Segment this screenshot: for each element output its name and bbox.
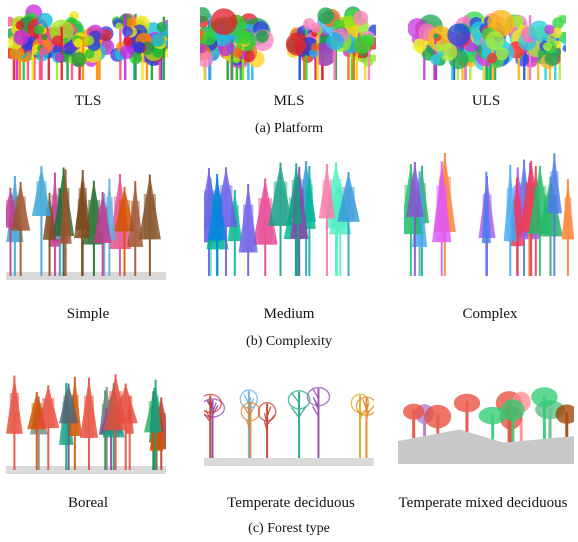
tree-point-cloud (59, 169, 72, 276)
tree-point-cloud (293, 176, 302, 276)
tree-point-cloud (138, 174, 161, 276)
tree-point-cloud (125, 396, 134, 470)
tree-point-cloud (37, 385, 60, 470)
tree-point-cloud (537, 38, 559, 80)
caption-platform: (a) Platform (254, 121, 324, 136)
panel-medium-image (204, 158, 374, 280)
tree-point-cloud (149, 379, 162, 470)
tree-point-cloud (93, 191, 112, 276)
tree-point-cloud (240, 401, 261, 458)
tree-point-cloud (309, 22, 323, 80)
tree-point-cloud (306, 386, 331, 458)
tree-point-cloud (207, 173, 227, 276)
tree-point-cloud (478, 406, 507, 440)
tree-point-cloud (79, 377, 99, 470)
tree-point-cloud (355, 396, 374, 458)
tree-point-cloud (85, 24, 114, 80)
tree-point-cloud (403, 403, 425, 439)
panel-mls-image (200, 2, 376, 84)
tree-point-cloud (8, 19, 33, 81)
tree-point-cloud (546, 153, 562, 276)
tree-point-cloud (406, 161, 424, 276)
label-boreal: Boreal (68, 495, 108, 511)
tree-point-cloud (204, 398, 226, 458)
tree-point-cloud (11, 182, 31, 276)
tree-point-cloud (317, 7, 352, 80)
tree-point-cloud (481, 27, 510, 80)
tree-point-cloud (151, 16, 168, 80)
tree-point-cloud (555, 404, 574, 437)
panel-tls-image (8, 4, 168, 84)
tree-point-cloud (75, 169, 91, 276)
tree-point-cloud (268, 162, 293, 276)
tree-point-cloud (58, 383, 79, 470)
label-simple: Simple (66, 306, 110, 322)
tree-point-cloud (71, 35, 95, 80)
tree-point-cloud (285, 18, 321, 80)
tree-point-cloud (503, 164, 517, 276)
caption-complexity: (b) Complexity (246, 334, 332, 349)
tree-point-cloud (302, 165, 316, 276)
panel-uls-image (408, 8, 566, 84)
tree-point-cloud (239, 389, 259, 458)
tree-point-cloud (6, 375, 23, 470)
tree-point-cloud (114, 186, 135, 276)
ground-cloud (6, 272, 166, 280)
label-tls: TLS (74, 93, 102, 109)
tree-point-cloud (531, 387, 558, 439)
tree-point-cloud (518, 15, 550, 81)
tree-point-cloud (232, 32, 252, 80)
ground-cloud (204, 458, 374, 466)
ground-cloud (398, 429, 574, 464)
tree-point-cloud (238, 183, 258, 276)
tree-point-cloud (234, 29, 274, 80)
tree-point-cloud (432, 161, 452, 276)
tree-point-cloud (127, 181, 144, 276)
tree-point-cloud (318, 164, 336, 276)
label-temperate-mixed-deciduous: Temperate mixed deciduous (398, 495, 568, 511)
tree-point-cloud (204, 393, 223, 458)
label-medium: Medium (263, 306, 315, 322)
label-complex: Complex (462, 306, 518, 322)
label-temperate-deciduous: Temperate deciduous (227, 495, 355, 511)
tree-point-cloud (528, 165, 552, 276)
tree-point-cloud (337, 171, 360, 276)
tree-point-cloud (210, 8, 247, 80)
tree-point-cloud (501, 399, 525, 442)
tree-point-cloud (481, 171, 491, 276)
tree-point-cloud (561, 179, 574, 276)
tree-point-cloud (430, 33, 444, 80)
label-mls: MLS (273, 93, 305, 109)
caption-forest-type: (c) Forest type (248, 521, 330, 536)
tree-point-cloud (252, 178, 278, 276)
tree-point-cloud (287, 390, 311, 458)
tree-point-cloud (52, 27, 69, 80)
panel-temperate-mixed-image (398, 382, 574, 464)
panel-complex-image (404, 150, 574, 280)
ground-cloud (6, 466, 166, 474)
tree-point-cloud (42, 192, 57, 276)
tree-point-cloud (427, 23, 471, 80)
panel-temperate-deciduous-image (204, 380, 374, 466)
tree-point-cloud (103, 374, 128, 470)
tree-point-cloud (257, 402, 277, 458)
panel-boreal-image (6, 370, 166, 474)
tree-point-cloud (424, 404, 452, 434)
panel-simple-image (6, 162, 166, 280)
tree-point-cloud (116, 13, 138, 80)
tree-point-cloud (453, 393, 481, 432)
tree-point-cloud (34, 23, 49, 80)
label-uls: ULS (471, 93, 501, 109)
tree-point-cloud (200, 28, 217, 80)
tree-point-cloud (31, 166, 51, 276)
